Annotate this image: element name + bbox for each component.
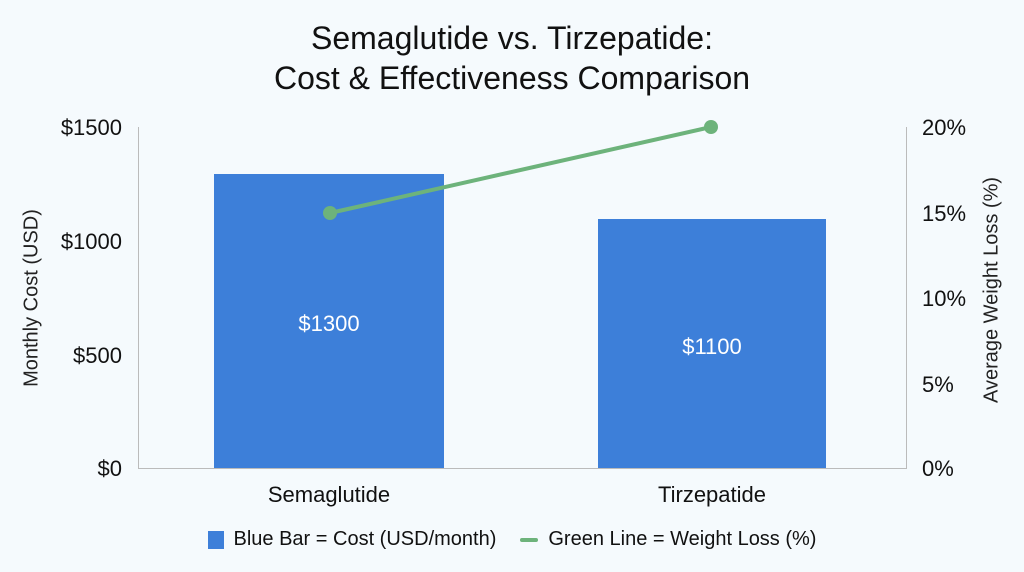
y-right-tick: 0% xyxy=(922,456,954,481)
chart-title-line-2: Cost & Effectiveness Comparison xyxy=(273,60,751,96)
line-point-semaglutide xyxy=(323,206,337,220)
chart-title-line-1: Semaglutide vs. Tirzepatide: xyxy=(311,20,713,56)
y-right-tick: 10% xyxy=(922,286,967,311)
y-left-tick: $1500 xyxy=(60,115,122,140)
y-right-tick: 15% xyxy=(922,201,967,226)
y-right-tick: 5% xyxy=(922,372,954,397)
legend-item-cost: Blue Bar = Cost (USD/month) xyxy=(207,528,497,551)
y-axis-left-line xyxy=(138,127,139,469)
y-right-tick: 20% xyxy=(922,115,967,140)
legend-item-weight-loss: Green Line = Weight Loss (%) xyxy=(520,528,816,551)
green-line-icon xyxy=(520,537,539,542)
line-point-tirzepatide xyxy=(704,120,718,134)
legend: Blue Bar = Cost (USD/month) Green Line =… xyxy=(0,528,1024,551)
bar-value-label: $1100 xyxy=(682,334,742,359)
x-tick: Semaglutide xyxy=(267,482,391,507)
y-left-tick: $1000 xyxy=(60,229,122,254)
bar-value-label: $1300 xyxy=(298,311,360,336)
legend-label: Green Line = Weight Loss (%) xyxy=(548,528,817,550)
x-axis-line xyxy=(138,468,907,469)
blue-square-icon xyxy=(207,530,224,549)
y-left-tick: $0 xyxy=(97,456,122,481)
bar-semaglutide xyxy=(214,174,444,468)
y-left-tick: $500 xyxy=(73,343,122,368)
x-tick: Tirzepatide xyxy=(657,482,766,507)
y-axis-right-line xyxy=(906,127,907,469)
legend-label: Blue Bar = Cost (USD/month) xyxy=(233,528,497,550)
bar-tirzepatide xyxy=(598,219,826,468)
